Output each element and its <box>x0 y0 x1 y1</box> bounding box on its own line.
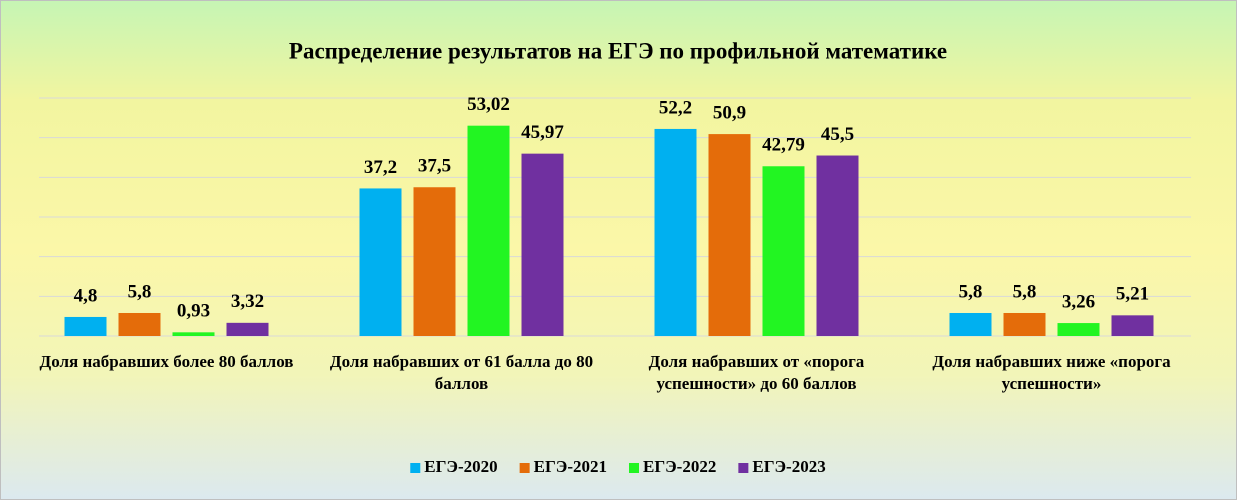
bar <box>1003 312 1046 336</box>
data-label: 37,5 <box>418 156 451 177</box>
chart-title: Распределение результатов на ЕГЭ по проф… <box>289 38 947 63</box>
data-label: 5,8 <box>1013 281 1037 302</box>
data-label: 45,97 <box>521 122 564 143</box>
legend-swatch <box>629 463 639 473</box>
bar <box>118 312 161 336</box>
data-label: 37,2 <box>364 157 397 178</box>
data-label: 53,02 <box>467 94 510 115</box>
data-label: 5,8 <box>959 281 983 302</box>
legend-swatch <box>519 463 530 473</box>
data-label: 0,93 <box>177 301 210 322</box>
data-label: 50,9 <box>713 102 746 123</box>
bar <box>413 187 456 336</box>
data-label: 45,5 <box>821 124 854 145</box>
data-label: 4,8 <box>74 285 98 306</box>
legend-label: ЕГЭ-2021 <box>534 457 607 476</box>
bar <box>64 316 107 336</box>
bar <box>762 166 805 336</box>
data-label: 42,79 <box>762 135 805 156</box>
bar <box>708 134 751 336</box>
x-tick-label: Доля набравших ниже «порога успешности» <box>932 352 1171 393</box>
bar <box>359 188 402 336</box>
bar <box>1111 315 1154 336</box>
x-tick-label: Доля набравших от «порога успешности» до… <box>648 352 865 393</box>
data-label: 52,2 <box>659 97 692 118</box>
legend-swatch <box>410 463 421 473</box>
x-tick-label: Доля набравших более 80 баллов <box>39 352 294 371</box>
legend-swatch <box>738 463 749 473</box>
bar <box>226 322 269 336</box>
bar <box>949 312 992 336</box>
bar <box>467 125 510 336</box>
data-label: 3,26 <box>1062 291 1095 312</box>
bar <box>1057 323 1100 336</box>
legend-label: ЕГЭ-2020 <box>424 457 497 476</box>
x-tick-label: Доля набравших от 61 балла до 80 баллов <box>329 352 594 393</box>
legend-label: ЕГЭ-2023 <box>752 457 825 476</box>
data-label: 5,8 <box>128 281 152 302</box>
bar <box>172 332 215 336</box>
data-label: 5,21 <box>1116 284 1149 305</box>
data-label: 3,32 <box>231 291 264 312</box>
bar <box>654 128 697 336</box>
legend-label: ЕГЭ-2022 <box>643 457 716 476</box>
bar <box>521 153 564 336</box>
bar <box>816 155 859 336</box>
